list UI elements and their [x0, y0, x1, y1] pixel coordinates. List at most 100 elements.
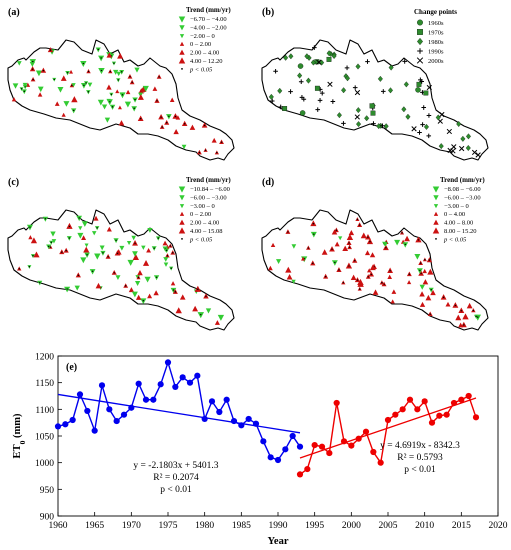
significance-dot [91, 270, 94, 272]
significance-dot [428, 259, 431, 261]
significance-dot [358, 224, 361, 226]
significance-dot [460, 310, 463, 312]
change-point-marker [402, 59, 407, 64]
station-marker-increase [128, 287, 135, 293]
significance-dot [220, 141, 223, 143]
station-marker-increase [334, 241, 340, 247]
station-marker-increase [115, 89, 120, 94]
change-point-marker [269, 98, 275, 104]
significance-dot [419, 262, 422, 264]
legend-marker-increase [179, 41, 185, 46]
y-tick-label: 900 [40, 513, 55, 523]
data-point [223, 396, 230, 403]
y-tick-label: 1150 [35, 379, 54, 389]
station-marker-decrease [57, 86, 64, 93]
station-marker-increase [61, 112, 66, 117]
station-marker-increase [71, 96, 78, 103]
station-marker-increase [445, 301, 451, 307]
data-point [443, 411, 450, 418]
legend-item: −3.00 – 0 [444, 203, 469, 210]
station-marker-increase [30, 237, 38, 244]
significance-dot [97, 48, 99, 51]
station-marker-increase [173, 129, 179, 135]
legend-item: 1980s [428, 39, 444, 46]
station-marker-increase [286, 274, 293, 280]
change-point-marker [305, 77, 311, 84]
map-panel-c: (c) Trend (mm/yr) −10.84 – −6.00−6.00 – −3… [7, 176, 235, 331]
significance-dot [174, 115, 177, 118]
significance-dot [96, 227, 98, 229]
legend-marker-decrease [178, 186, 186, 193]
significance-dot [66, 288, 68, 290]
x-tick-label: 1960 [49, 521, 68, 531]
station-marker-increase [142, 260, 150, 266]
station-marker-increase [425, 294, 432, 301]
station-marker-increase [369, 264, 376, 271]
station-marker-increase [170, 281, 176, 286]
significance-dot [133, 107, 135, 110]
significance-dot [401, 232, 403, 234]
significance-dot [389, 270, 391, 272]
change-point-marker [411, 126, 417, 132]
significance-dot [204, 149, 207, 151]
change-point-marker [376, 123, 382, 130]
change-point-marker [370, 110, 376, 116]
x-tick-label: 1990 [269, 521, 288, 531]
x-tick-label: 1965 [85, 521, 104, 531]
significance-dot [287, 231, 289, 233]
station-marker-increase [422, 268, 427, 274]
significance-dot [117, 79, 119, 81]
legend-title: Trend (mm/yr) [186, 176, 231, 184]
station-marker-increase [430, 289, 436, 296]
change-point-marker [447, 147, 453, 154]
significance-dot [334, 261, 336, 264]
data-point [150, 396, 157, 403]
change-point-marker [421, 105, 427, 110]
data-point [142, 396, 150, 403]
data-point [62, 421, 69, 428]
station-marker-increase [369, 252, 376, 258]
station-marker-decrease [116, 71, 122, 77]
change-point-marker [355, 63, 361, 70]
change-point-marker [297, 63, 304, 69]
station-marker-increase [179, 294, 186, 300]
significance-dot [348, 242, 350, 244]
change-point-marker [401, 106, 407, 113]
station-marker-decrease [126, 240, 132, 246]
significance-dot [170, 267, 172, 269]
significance-dot [168, 115, 170, 118]
change-point-marker [304, 53, 310, 60]
change-point-marker [314, 85, 320, 91]
significance-dot [65, 249, 67, 252]
station-marker-decrease [291, 244, 297, 249]
significance-dot [419, 269, 421, 272]
significance-dot [408, 273, 411, 275]
significance-dot [161, 126, 163, 128]
data-point [208, 398, 216, 405]
map-panel-a: (a) Trend (mm/yr) −6.70 – −4.00−4.00 – −2.… [7, 6, 235, 161]
change-point-marker [273, 68, 278, 74]
station-marker-increase [93, 215, 99, 221]
station-marker-increase [390, 299, 395, 304]
legend-item: 1970s [428, 30, 444, 37]
change-point-marker [465, 144, 471, 151]
data-point [106, 406, 113, 413]
significance-dot [50, 241, 52, 244]
data-point [399, 406, 406, 413]
data-point [384, 416, 392, 424]
panel-label: (b) [262, 7, 274, 18]
station-marker-increase [152, 86, 158, 91]
data-point [428, 419, 436, 426]
station-marker-increase [83, 246, 90, 253]
significance-dot [156, 100, 158, 102]
significance-dot [61, 251, 63, 253]
legend-item: 8.00 – 15.20 [444, 228, 477, 235]
significance-dot [155, 276, 158, 278]
legend-marker-decrease [179, 34, 185, 39]
station-marker-decrease [419, 284, 425, 290]
station-marker-increase [117, 52, 124, 59]
y-tick-label: 950 [40, 486, 55, 496]
change-point-marker [327, 81, 333, 87]
significance-dot [160, 116, 162, 118]
legend-sig-note: p < 0.05 [189, 236, 213, 243]
